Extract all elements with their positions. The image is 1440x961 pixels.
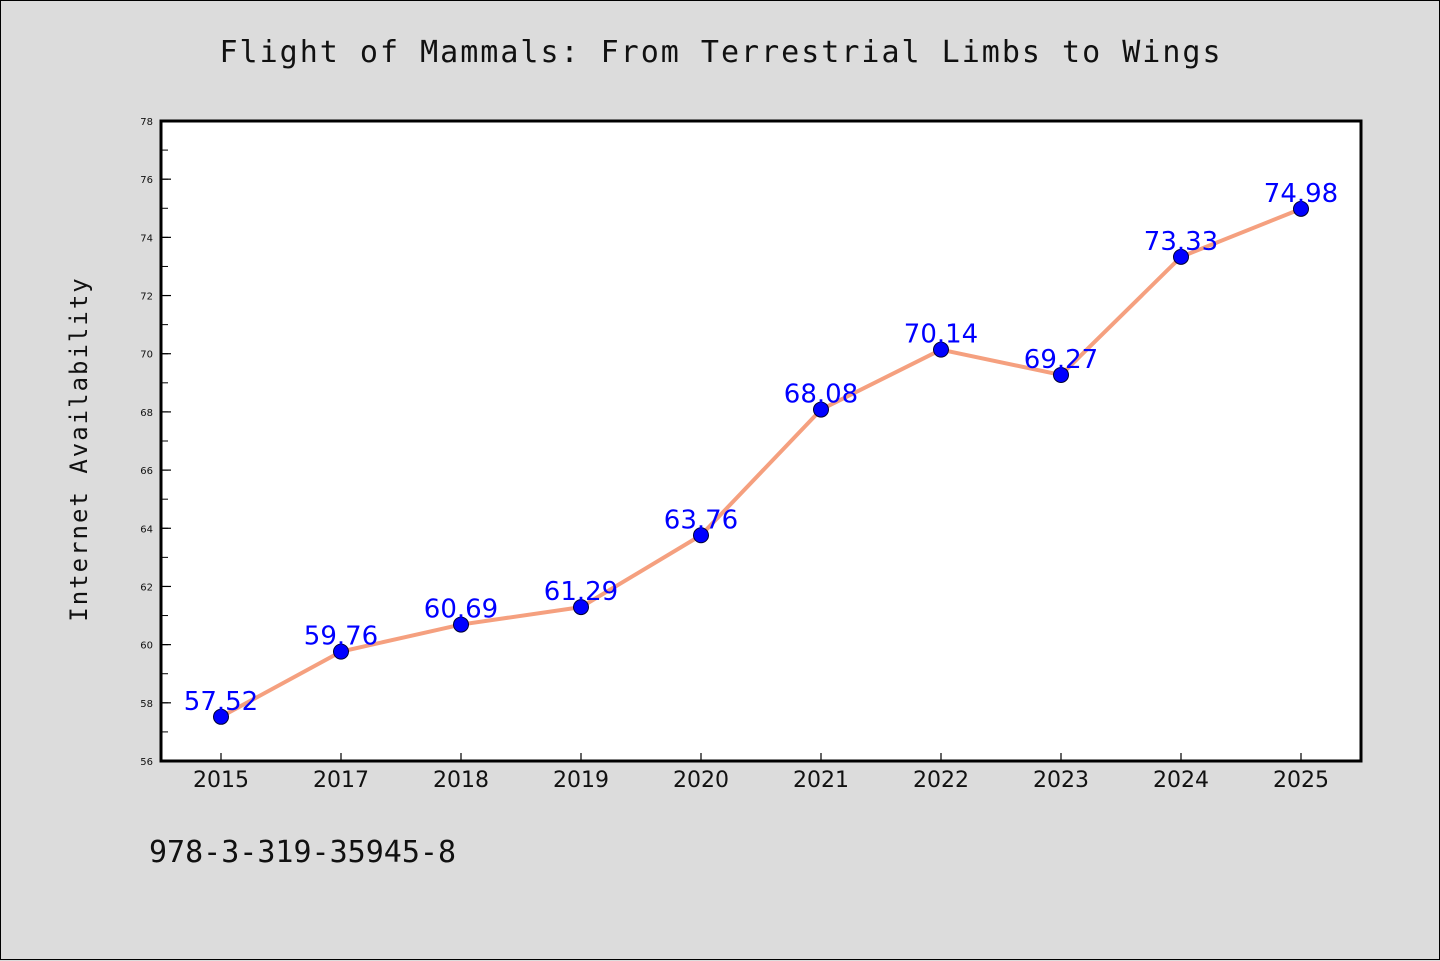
y-tick-label: 76 xyxy=(140,175,153,186)
data-label: 61.29 xyxy=(544,577,618,607)
x-tick-label: 2020 xyxy=(673,768,729,793)
series-line xyxy=(219,206,1303,719)
x-tick-label: 2015 xyxy=(193,768,249,793)
data-label: 63.76 xyxy=(664,505,738,535)
data-label: 60.69 xyxy=(424,595,498,625)
x-tick-label: 2019 xyxy=(553,768,609,793)
x-tick-label: 2018 xyxy=(433,768,489,793)
data-point xyxy=(933,341,949,358)
y-tick-label: 72 xyxy=(140,292,153,303)
data-point xyxy=(453,616,469,633)
data-label: 70.14 xyxy=(904,320,978,350)
data-label: 57.52 xyxy=(184,687,258,717)
y-tick-label: 56 xyxy=(140,757,153,768)
data-label: 69.27 xyxy=(1024,345,1098,375)
data-label: 74.98 xyxy=(1264,179,1338,209)
y-tick-label: 70 xyxy=(140,350,153,361)
x-tick-label: 2023 xyxy=(1033,768,1089,793)
y-tick-label: 74 xyxy=(140,233,153,244)
data-label: 68.08 xyxy=(784,380,858,410)
x-tick-label: 2017 xyxy=(313,768,369,793)
x-tick-label: 2024 xyxy=(1153,768,1209,793)
data-point xyxy=(213,708,229,725)
data-point xyxy=(1053,366,1069,383)
y-tick-label: 68 xyxy=(140,408,153,419)
plot-area xyxy=(161,121,1361,761)
y-tick-label: 66 xyxy=(140,466,153,477)
data-point xyxy=(1173,248,1189,265)
data-point xyxy=(1293,200,1309,217)
x-tick-label: 2025 xyxy=(1273,768,1329,793)
data-point xyxy=(693,527,709,544)
data-point xyxy=(813,401,829,418)
x-tick-label: 2021 xyxy=(793,768,849,793)
y-tick-label: 78 xyxy=(140,117,153,128)
y-tick-label: 64 xyxy=(140,524,153,535)
isbn-footnote: 978-3-319-35945-8 xyxy=(149,835,457,870)
y-tick-label: 62 xyxy=(140,582,153,593)
data-point xyxy=(573,599,589,616)
chart-title: Flight of Mammals: From Terrestrial Limb… xyxy=(219,35,1223,70)
x-tick-label: 2022 xyxy=(913,768,969,793)
data-label: 59.76 xyxy=(304,622,378,652)
plot-frame xyxy=(159,119,1363,763)
data-point xyxy=(333,643,349,660)
y-tick-label: 60 xyxy=(140,641,153,652)
y-tick-label: 58 xyxy=(140,699,153,710)
data-label: 73.33 xyxy=(1144,227,1218,257)
